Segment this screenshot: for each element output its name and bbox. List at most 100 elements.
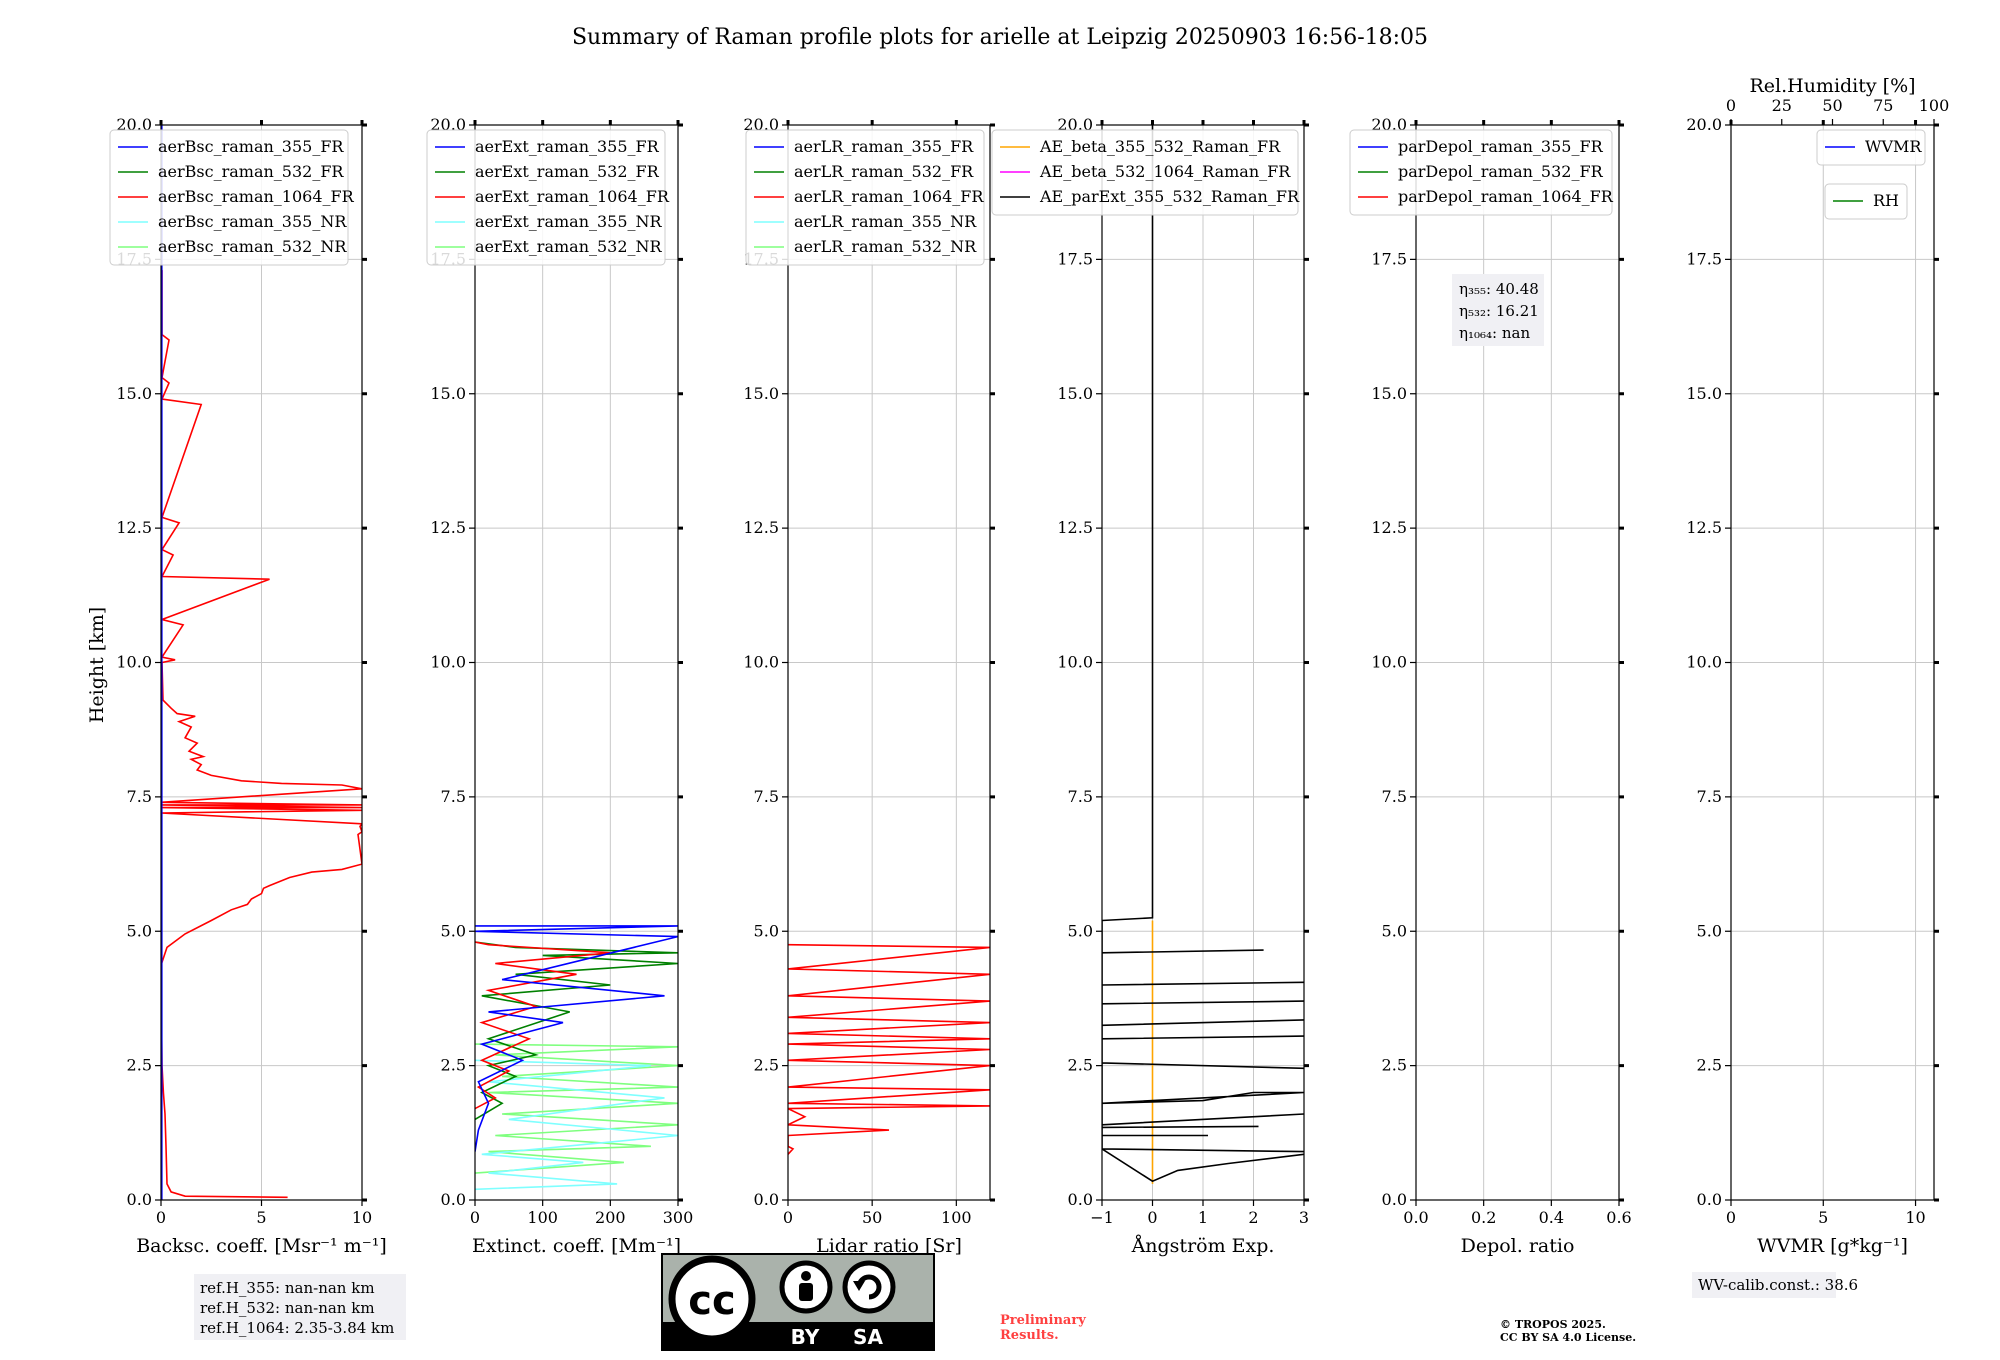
y-tick-label: 10.0 <box>1057 653 1093 672</box>
x-tick-label: 5 <box>256 1208 266 1227</box>
sa-share-icon <box>842 1260 896 1314</box>
x-tick-label: 100 <box>527 1208 558 1227</box>
legend-box <box>745 129 985 266</box>
legend-entry: aerExt_raman_355_FR <box>475 137 660 156</box>
legend-entry: aerLR_raman_355_FR <box>794 137 974 156</box>
x-tick-label: 3 <box>1299 1208 1309 1227</box>
series-aerBsc_raman_1064_FR <box>161 270 362 1199</box>
y-tick-label: 0.0 <box>1068 1190 1093 1209</box>
y-tick-label: 20.0 <box>430 115 466 134</box>
y-tick-label: 0.0 <box>441 1190 466 1209</box>
legend-entry: aerBsc_raman_1064_FR <box>158 187 355 206</box>
y-tick-label: 17.5 <box>1057 249 1093 268</box>
x-axis-label: Extinct. coeff. [Mm⁻¹] <box>472 1235 681 1257</box>
legend-box <box>426 129 666 266</box>
y-tick-label: 10.0 <box>1686 653 1722 672</box>
legend-entry: AE_beta_532_1064_Raman_FR <box>1039 162 1291 181</box>
refh-1064: ref.H_1064: 2.35-3.84 km <box>200 1319 394 1337</box>
y-tick-label: 2.5 <box>1068 1056 1093 1075</box>
eta-355: η₃₅₅: 40.48 <box>1459 280 1539 298</box>
wv-calib-text: WV-calib.const.: 38.6 <box>1698 1276 1858 1294</box>
y-tick-label: 15.0 <box>430 384 466 403</box>
x-tick-label: −1 <box>1090 1208 1114 1227</box>
legend-entry: aerExt_raman_1064_FR <box>475 187 670 206</box>
preliminary-line2: Results. <box>1000 1328 1059 1343</box>
refh-box: ref.H_355: nan-nan km ref.H_532: nan-nan… <box>194 1274 406 1340</box>
x-tick-label: 0 <box>1726 1208 1736 1227</box>
legend-box <box>109 129 349 266</box>
license-by-label: BY <box>791 1325 820 1349</box>
y-tick-label: 7.5 <box>1382 787 1407 806</box>
svg-text:cc: cc <box>688 1278 735 1324</box>
y-tick-label: 5.0 <box>441 921 466 940</box>
y-tick-label: 5.0 <box>127 921 152 940</box>
top-tick-label: 100 <box>1919 96 1950 115</box>
panel-3: 0.02.55.07.510.012.515.017.520.0050100Li… <box>743 115 995 1257</box>
y-tick-label: 0.0 <box>754 1190 779 1209</box>
y-tick-label: 7.5 <box>1068 787 1093 806</box>
y-tick-label: 15.0 <box>116 384 152 403</box>
y-tick-label: 15.0 <box>743 384 779 403</box>
y-tick-label: 12.5 <box>743 518 779 537</box>
x-tick-label: 100 <box>941 1208 972 1227</box>
x-axis-label: Ångström Exp. <box>1131 1235 1275 1257</box>
y-tick-label: 15.0 <box>1686 384 1722 403</box>
series-aerExt_raman_355_FR <box>475 925 678 1152</box>
y-tick-label: 17.5 <box>1686 249 1722 268</box>
legend-entry: aerLR_raman_1064_FR <box>794 187 984 206</box>
x-tick-label: 0 <box>1147 1208 1157 1227</box>
top-tick-label: 75 <box>1873 96 1893 115</box>
y-tick-label: 12.5 <box>116 518 152 537</box>
x-tick-label: 0.0 <box>1403 1208 1428 1227</box>
legend-entry: AE_parExt_355_532_Raman_FR <box>1039 187 1300 206</box>
top-tick-label: 50 <box>1822 96 1842 115</box>
refh-532: ref.H_532: nan-nan km <box>200 1299 375 1317</box>
y-tick-label: 10.0 <box>1371 653 1407 672</box>
legend-box <box>991 129 1299 216</box>
top-tick-label: 25 <box>1772 96 1792 115</box>
legend-entry: aerLR_raman_355_NR <box>794 212 977 231</box>
copyright-line2: CC BY SA 4.0 License. <box>1500 1331 1636 1344</box>
y-tick-label: 10.0 <box>430 653 466 672</box>
y-tick-label: 5.0 <box>1068 921 1093 940</box>
y-tick-label: 5.0 <box>1697 921 1722 940</box>
eta-box: η₃₅₅: 40.48 η₅₃₂: 16.21 η₁₀₆₄: nan <box>1452 274 1544 346</box>
x-tick-label: 0 <box>470 1208 480 1227</box>
y-tick-label: 2.5 <box>127 1056 152 1075</box>
legend-box <box>1816 129 1926 166</box>
y-tick-label: 20.0 <box>1371 115 1407 134</box>
y-axis-label: Height [km] <box>86 607 108 723</box>
y-tick-label: 15.0 <box>1057 384 1093 403</box>
y-tick-label: 0.0 <box>127 1190 152 1209</box>
legend-entry: aerBsc_raman_355_FR <box>158 137 344 156</box>
legend-entry: aerBsc_raman_532_NR <box>158 237 347 256</box>
license-sa-label: SA <box>853 1325 883 1349</box>
legend-entry: aerBsc_raman_532_FR <box>158 162 344 181</box>
preliminary-line1: Preliminary <box>1000 1313 1086 1328</box>
cc-icon <box>668 1255 756 1343</box>
y-tick-label: 12.5 <box>1371 518 1407 537</box>
copyright-line1: © TROPOS 2025. <box>1500 1318 1606 1331</box>
y-tick-label: 5.0 <box>1382 921 1407 940</box>
x-tick-label: 10 <box>1905 1208 1925 1227</box>
top-tick-label: 0 <box>1726 96 1736 115</box>
legend-entry: parDepol_raman_1064_FR <box>1398 187 1614 206</box>
x-tick-label: 0.6 <box>1606 1208 1631 1227</box>
x-tick-label: 0.2 <box>1471 1208 1496 1227</box>
wv-calib-box: WV-calib.const.: 38.6 <box>1692 1272 1858 1298</box>
y-tick-label: 0.0 <box>1697 1190 1722 1209</box>
legend-entry: aerExt_raman_532_FR <box>475 162 660 181</box>
x-axis-label: WVMR [g*kg⁻¹] <box>1757 1235 1908 1257</box>
y-tick-label: 12.5 <box>1057 518 1093 537</box>
y-tick-label: 20.0 <box>116 115 152 134</box>
legend-entry: aerBsc_raman_355_NR <box>158 212 347 231</box>
x-tick-label: 300 <box>663 1208 694 1227</box>
x-tick-label: 0 <box>156 1208 166 1227</box>
eta-532: η₅₃₂: 16.21 <box>1459 302 1539 320</box>
x-tick-label: 0.4 <box>1539 1208 1564 1227</box>
series-aerLR_raman_1064_FR <box>788 943 990 1155</box>
y-tick-label: 2.5 <box>1697 1056 1722 1075</box>
legend-entry: WVMR <box>1865 137 1922 156</box>
x-tick-label: 5 <box>1818 1208 1828 1227</box>
